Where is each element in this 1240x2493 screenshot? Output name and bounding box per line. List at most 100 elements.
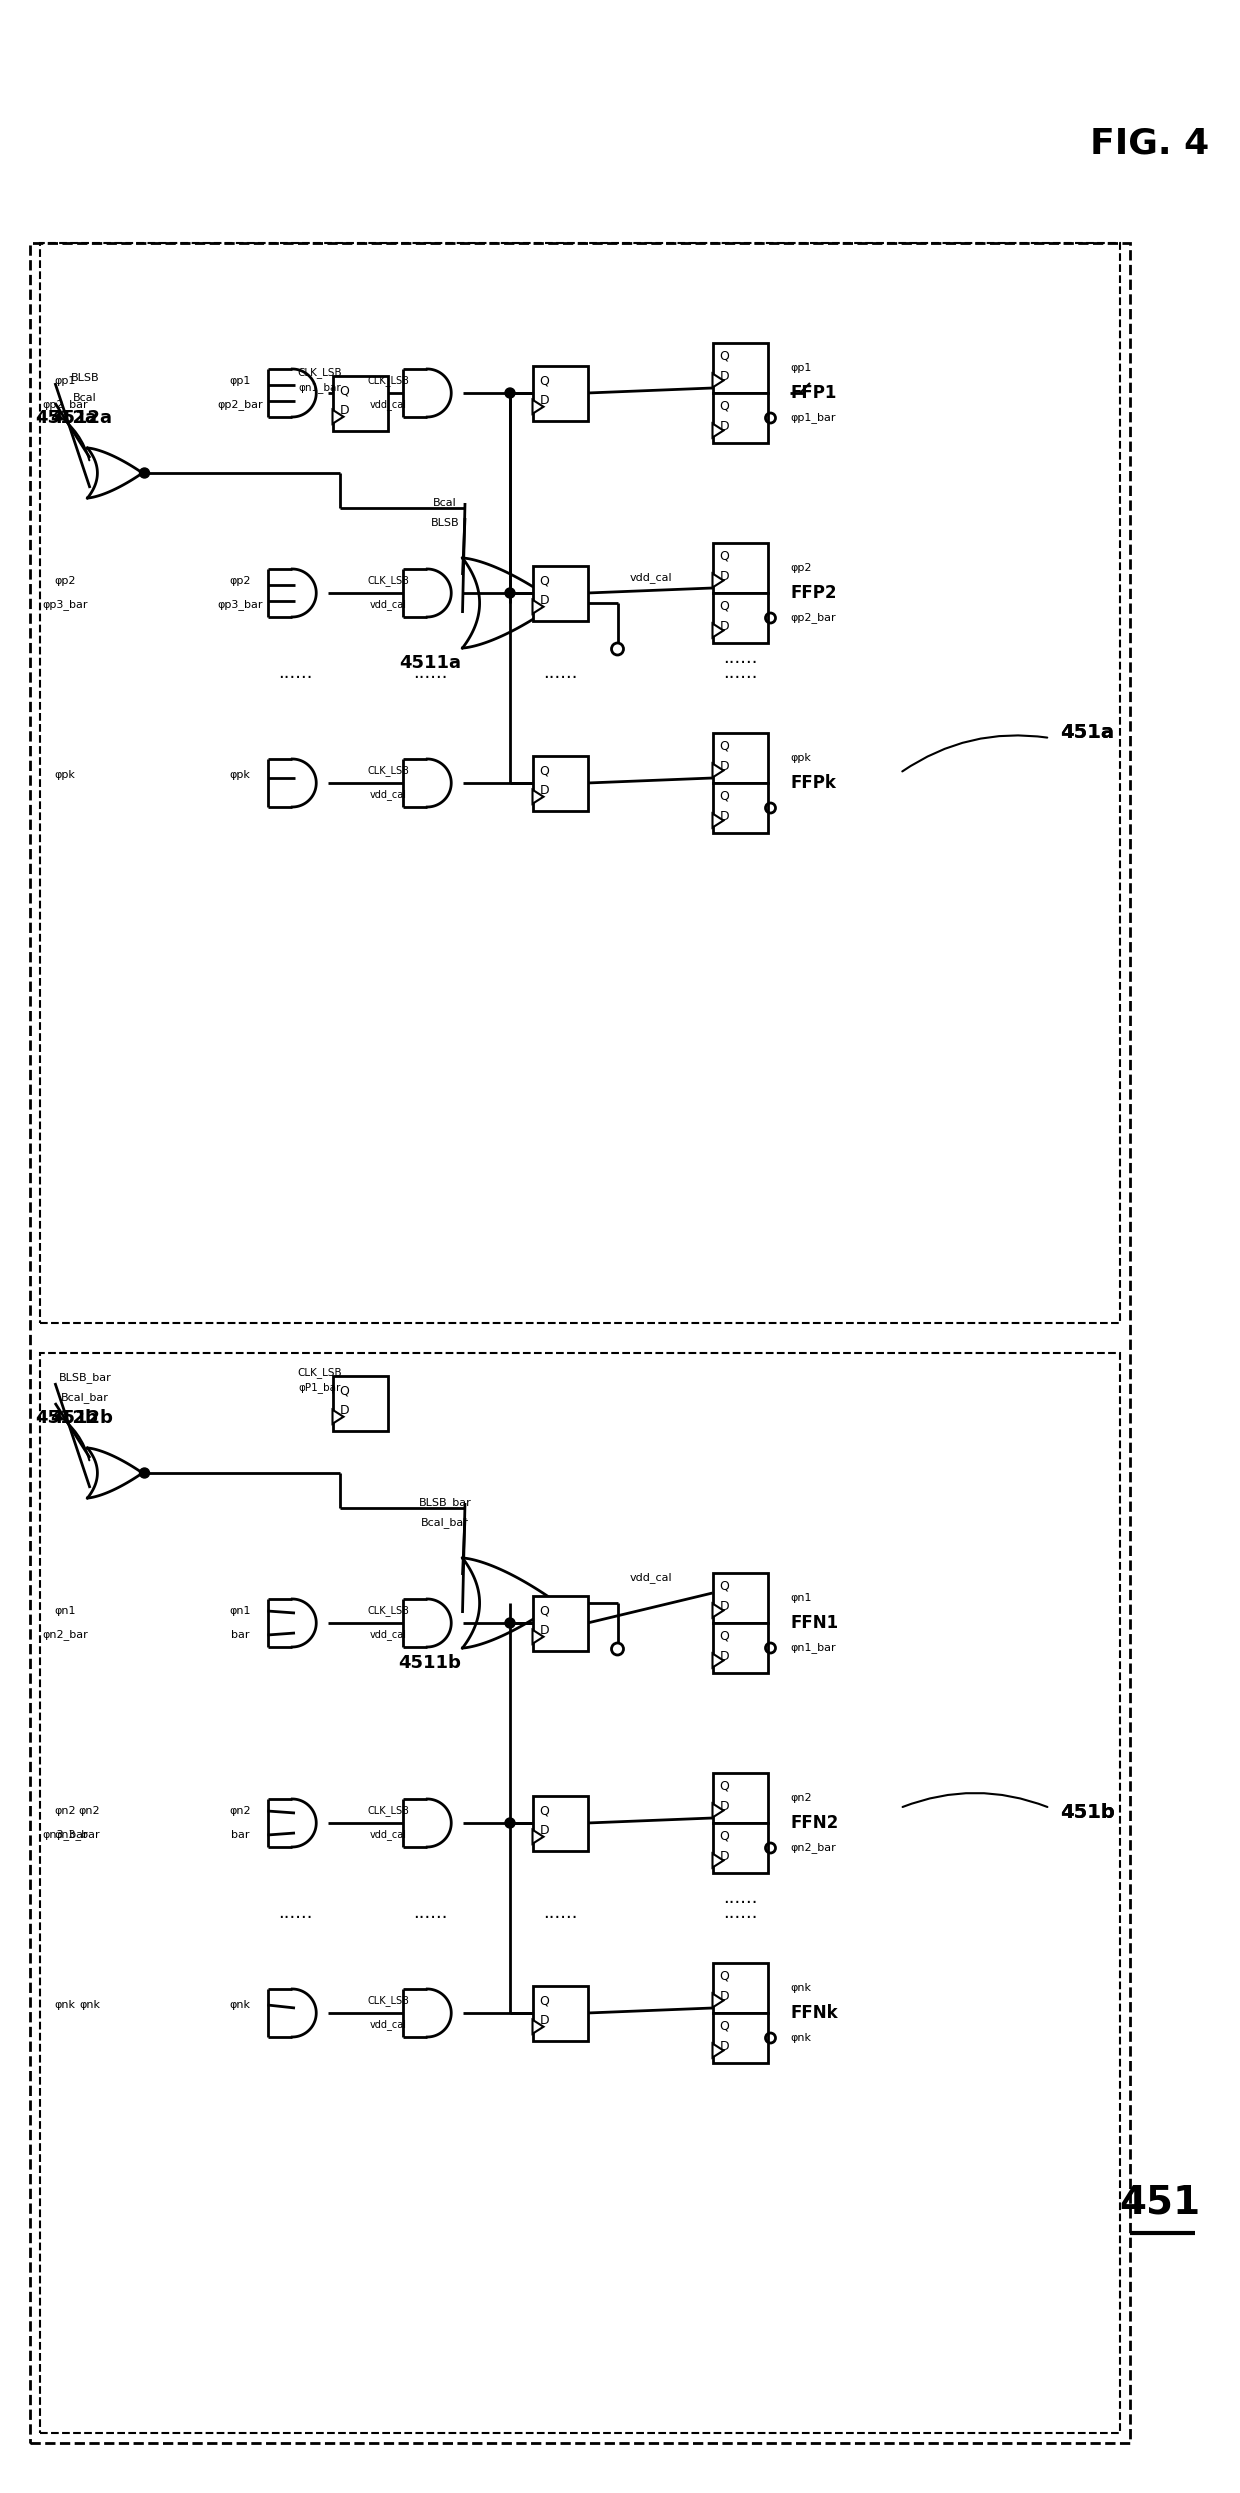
- Text: CLK_LSB: CLK_LSB: [367, 376, 409, 386]
- Text: vdd_cal: vdd_cal: [630, 573, 672, 583]
- Bar: [713, 1623, 768, 1673]
- Text: ......: ......: [543, 1905, 578, 1922]
- Bar: [713, 733, 768, 783]
- Text: φnk: φnk: [79, 1999, 100, 2009]
- Polygon shape: [713, 813, 723, 828]
- Bar: [40, 1354, 1120, 2433]
- Bar: [713, 1573, 768, 1623]
- Circle shape: [139, 1468, 150, 1478]
- Polygon shape: [713, 2044, 723, 2057]
- Text: φn1: φn1: [229, 1605, 250, 1615]
- Polygon shape: [713, 1802, 723, 1817]
- Text: 451b: 451b: [1060, 1802, 1115, 1822]
- Text: CLK_LSB: CLK_LSB: [367, 1605, 409, 1615]
- Text: φn2: φn2: [55, 1805, 76, 1815]
- Bar: [532, 755, 588, 810]
- Text: D: D: [719, 618, 729, 633]
- Text: φp1: φp1: [55, 376, 76, 386]
- Text: Q: Q: [539, 573, 549, 588]
- Text: ......: ......: [723, 1890, 758, 1907]
- Text: D: D: [719, 1989, 729, 2002]
- Text: D: D: [719, 568, 729, 583]
- Text: bar: bar: [231, 1630, 249, 1640]
- Text: D: D: [719, 760, 729, 773]
- Text: BLSB: BLSB: [430, 519, 459, 529]
- Text: φn1_bar: φn1_bar: [299, 381, 341, 394]
- Text: Q: Q: [719, 349, 729, 361]
- Text: D: D: [719, 1800, 729, 1812]
- Text: CLK_LSB: CLK_LSB: [367, 576, 409, 586]
- Text: D: D: [719, 1650, 729, 1663]
- Text: Q: Q: [719, 1630, 729, 1643]
- Text: φP1_bar: φP1_bar: [299, 1384, 341, 1394]
- Text: φn2: φn2: [790, 1792, 812, 1802]
- Text: Q: Q: [719, 598, 729, 613]
- Text: Bcal: Bcal: [73, 394, 97, 404]
- Text: FIG. 4: FIG. 4: [1090, 127, 1210, 160]
- Text: φpk: φpk: [229, 770, 250, 780]
- Circle shape: [505, 1618, 515, 1628]
- Text: D: D: [539, 1825, 549, 1837]
- Text: D: D: [719, 1850, 729, 1862]
- Text: CLK_LSB: CLK_LSB: [367, 765, 409, 775]
- Text: φn3_bar: φn3_bar: [55, 1830, 100, 1840]
- Text: ......: ......: [278, 663, 312, 683]
- FancyArrowPatch shape: [903, 735, 1048, 770]
- Bar: [532, 366, 588, 421]
- Text: vdd_cal: vdd_cal: [370, 1830, 407, 1840]
- Text: Q: Q: [719, 1969, 729, 1982]
- Text: vdd_cal: vdd_cal: [630, 1573, 672, 1583]
- Polygon shape: [713, 623, 723, 638]
- Text: 451: 451: [1120, 2184, 1200, 2221]
- Text: φnk: φnk: [790, 1982, 811, 1992]
- Text: Q: Q: [719, 1780, 729, 1792]
- Polygon shape: [532, 399, 543, 414]
- Bar: [713, 394, 768, 444]
- Text: ......: ......: [723, 1905, 758, 1922]
- Text: φn1: φn1: [790, 1593, 811, 1603]
- Text: Q: Q: [340, 384, 350, 396]
- Text: Q: Q: [719, 2019, 729, 2032]
- Text: φp3_bar: φp3_bar: [217, 598, 263, 611]
- Text: 4512b: 4512b: [50, 1409, 113, 1426]
- Bar: [713, 593, 768, 643]
- Text: D: D: [719, 810, 729, 823]
- Polygon shape: [532, 601, 543, 613]
- Text: ......: ......: [278, 1905, 312, 1922]
- Text: BLSB: BLSB: [71, 374, 99, 384]
- Bar: [332, 376, 387, 431]
- Text: D: D: [719, 1601, 729, 1613]
- Text: vdd_cal: vdd_cal: [370, 598, 407, 611]
- Text: Bcal_bar: Bcal_bar: [422, 1518, 469, 1528]
- Text: D: D: [539, 2014, 549, 2027]
- Bar: [713, 1962, 768, 2012]
- Polygon shape: [532, 1830, 543, 1845]
- Text: φp2: φp2: [229, 576, 250, 586]
- Text: 4512a: 4512a: [35, 409, 97, 426]
- Text: FFPk: FFPk: [790, 773, 836, 793]
- Text: 4511b: 4511b: [398, 1653, 461, 1673]
- Text: φp2_bar: φp2_bar: [790, 613, 836, 623]
- Text: Q: Q: [719, 548, 729, 563]
- Text: FFP2: FFP2: [790, 583, 837, 601]
- Polygon shape: [713, 573, 723, 588]
- FancyArrowPatch shape: [57, 414, 89, 461]
- Text: ......: ......: [723, 663, 758, 683]
- Text: D: D: [719, 369, 729, 381]
- Text: Q: Q: [539, 765, 549, 778]
- Text: 451a: 451a: [1060, 723, 1114, 743]
- Text: Bcal_bar: Bcal_bar: [61, 1394, 109, 1404]
- Bar: [532, 566, 588, 621]
- Text: ......: ......: [413, 663, 448, 683]
- FancyArrowPatch shape: [903, 1792, 1048, 1807]
- Text: φnk: φnk: [229, 1999, 250, 2009]
- Text: Q: Q: [719, 1581, 729, 1593]
- Circle shape: [505, 1817, 515, 1827]
- Text: φn1_bar: φn1_bar: [790, 1643, 836, 1653]
- Text: φp1_bar: φp1_bar: [790, 411, 836, 424]
- Circle shape: [139, 469, 150, 479]
- Text: Q: Q: [719, 740, 729, 753]
- Text: D: D: [719, 419, 729, 431]
- Text: φn3_bar: φn3_bar: [42, 1830, 88, 1840]
- Text: Q: Q: [539, 1805, 549, 1817]
